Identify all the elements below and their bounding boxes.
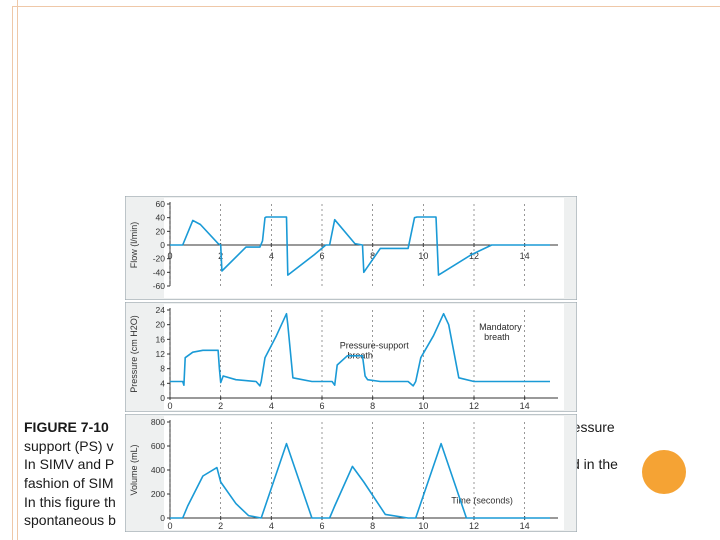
x-tick-label: 10 [418,521,428,531]
caption-line-2: support (PS) v [24,438,114,454]
caption-line-1: FIGURE 7-10 [24,418,109,436]
y-tick-label: 16 [156,334,166,344]
x-tick-label: 12 [469,401,479,411]
x-tick-label: 2 [218,401,223,411]
x-tick-label: 14 [520,251,530,261]
y-tick-label: -60 [153,281,166,291]
plot-area [164,304,564,410]
x-tick-label: 6 [319,401,324,411]
slide-border-top [12,6,720,7]
y-tick-label: 0 [160,513,165,523]
y-axis-label: Volume (mL) [129,444,139,495]
plot-area [164,416,564,530]
x-tick-label: 8 [370,521,375,531]
x-tick-label: 0 [167,251,172,261]
x-tick-label: 8 [370,251,375,261]
figure-label: FIGURE 7-10 [24,419,109,435]
y-axis-label: Pressure (cm H2O) [129,315,139,393]
series-line [170,442,550,519]
y-tick-label: 0 [160,240,165,250]
y-tick-label: 400 [151,465,165,475]
decorative-orange-circle [642,450,686,494]
series-line [170,312,550,387]
y-tick-label: -40 [153,267,166,277]
x-tick-label: 12 [469,251,479,261]
chart-annotation: breath [484,332,510,342]
x-tick-label: 6 [319,251,324,261]
x-tick-label: 6 [319,521,324,531]
x-tick-label: 14 [520,521,530,531]
y-tick-label: 4 [160,378,165,388]
x-tick-label: 10 [418,401,428,411]
y-tick-label: 24 [156,305,166,315]
series-line [170,216,550,276]
y-tick-label: 0 [160,393,165,403]
caption-line-3-tail: d in the [572,456,618,472]
caption-line-3: In SIMV and P [24,456,115,472]
slide-border-left [12,6,13,540]
x-tick-label: 4 [269,521,274,531]
y-tick-label: 20 [156,320,166,330]
y-tick-label: 40 [156,213,166,223]
caption-line-1-tail: ressure [568,419,615,435]
chart-annotation: Mandatory [479,322,522,332]
x-tick-label: 8 [370,401,375,411]
x-tick-label: 4 [269,401,274,411]
x-tick-label: 2 [218,521,223,531]
chart-annotation: Pressure-support [340,341,410,351]
x-tick-label: 14 [520,401,530,411]
y-tick-label: -20 [153,254,166,264]
plot-area [164,198,564,298]
x-tick-label: 10 [418,251,428,261]
y-tick-label: 200 [151,489,165,499]
y-tick-label: 600 [151,441,165,451]
caption-line-4: fashion of SIM [24,475,114,491]
y-tick-label: 60 [156,199,166,209]
y-axis-label: Flow (l/min) [129,222,139,269]
x-tick-label: 4 [269,251,274,261]
slide-border-left-inner [17,0,18,540]
x-axis-label: Time (seconds) [451,496,513,506]
x-tick-label: 0 [167,521,172,531]
ventilator-waveform-figure: 60 40 20 0 -20 -40 -60 0 2 4 6 8 10 12 14 Flow (l/min) … [125,196,577,532]
x-tick-label: 12 [469,521,479,531]
caption-line-5: In this figure th [24,494,116,510]
y-tick-label: 12 [156,349,166,359]
caption-line-6: spontaneous b [24,512,116,528]
y-tick-label: 800 [151,417,165,427]
x-tick-label: 0 [167,401,172,411]
y-tick-label: 8 [160,364,165,374]
volume-chart: 800 600 400 200 00 2 4 6 8 10 12 14 Volume (mL) Time … [125,414,577,532]
y-tick-label: 20 [156,226,166,236]
